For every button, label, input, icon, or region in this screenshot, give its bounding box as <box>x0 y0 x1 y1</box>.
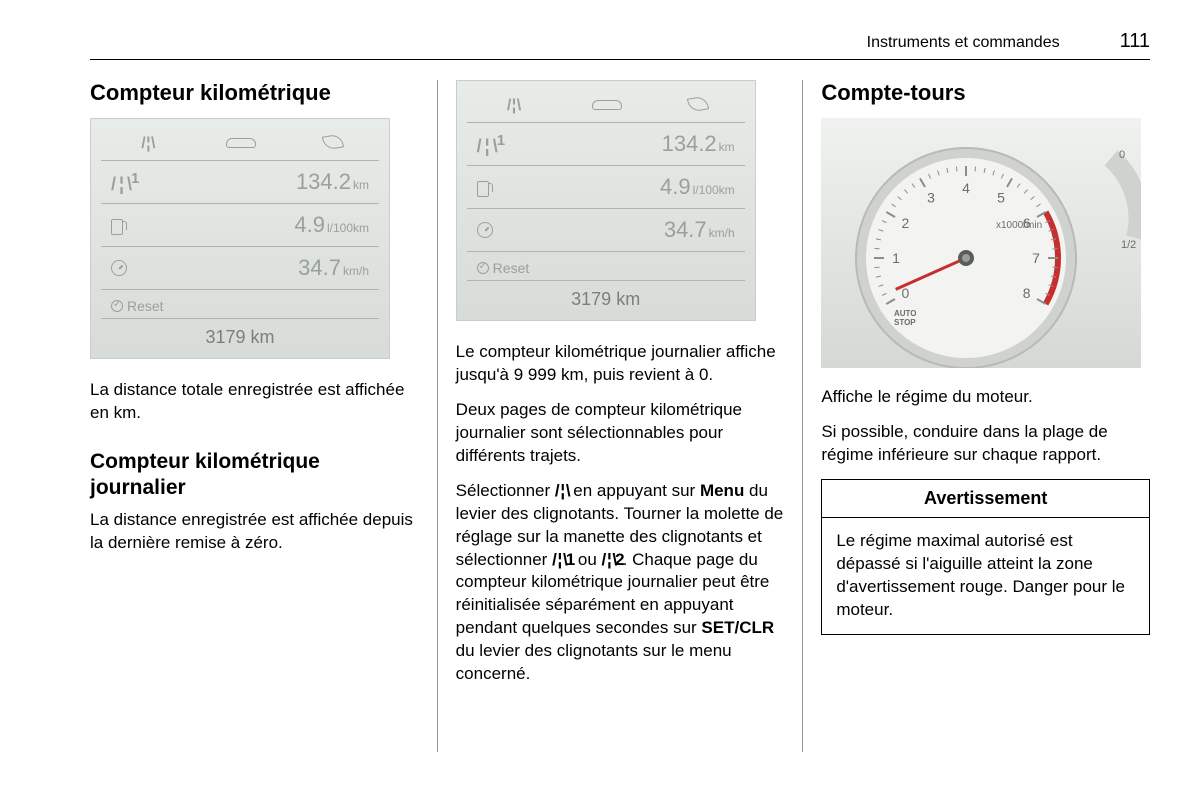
svg-text:3: 3 <box>927 189 935 205</box>
column-2: / ¦ \ / ¦ \1 134.2km 4.9l/100km 34.7km/h <box>438 80 804 752</box>
svg-text:8: 8 <box>1023 285 1031 301</box>
heading-odometer: Compteur kilométrique <box>90 80 419 106</box>
p-tacho-2: Si possible, conduire dans la plage de r… <box>821 421 1150 467</box>
heading-trip: Compteur kilométrique journalier <box>90 449 419 502</box>
speedo-icon-2 <box>477 222 493 238</box>
page-header: Instruments et commandes 111 <box>90 30 1150 60</box>
header-title: Instruments et commandes <box>867 34 1060 52</box>
lane-trip-icon: / ¦ \1 <box>111 170 138 195</box>
lcd-display-1: / ¦ \ / ¦ \1 134.2km 4.9l/100km 34.7km/h <box>90 118 390 359</box>
column-3: Compte-tours 012345678x1000/minAUTOSTOP0… <box>803 80 1150 752</box>
trip-index: 1 <box>131 170 138 187</box>
inline-lane-icon-2: / ¦ \2 <box>602 550 623 569</box>
p-col2-3: Sélectionner / ¦ \ en appuyant sur Menu … <box>456 480 785 686</box>
gauge-svg: 012345678x1000/minAUTOSTOP01/2 <box>821 118 1141 368</box>
tab-car-icon-2 <box>559 91 652 122</box>
svg-text:x1000/min: x1000/min <box>996 220 1042 231</box>
total-unit-2: km <box>616 289 640 309</box>
tab-lane-icon-2: / ¦ \ <box>467 91 560 122</box>
tab-car-icon <box>194 129 287 160</box>
column-1: Compteur kilométrique / ¦ \ / ¦ \1 134.2… <box>90 80 438 752</box>
p3-menu: Menu <box>700 481 744 500</box>
fuel-unit: l/100km <box>327 221 369 235</box>
fuel-unit-2: l/100km <box>693 183 735 197</box>
fuel-pump-icon <box>111 217 125 233</box>
fuel-value: 4.9 <box>294 212 325 237</box>
p3-d: ou <box>573 550 601 569</box>
p3-b: en appuyant sur <box>569 481 700 500</box>
svg-text:0: 0 <box>1119 149 1125 161</box>
trip-unit-2: km <box>719 140 735 154</box>
lcd2-total: 3179 km <box>467 280 745 312</box>
tab-leaf-icon <box>286 129 379 160</box>
lcd-reset: Reset <box>101 290 379 318</box>
lcd-row-fuel: 4.9l/100km <box>101 204 379 247</box>
total-unit: km <box>251 327 275 347</box>
svg-text:1/2: 1/2 <box>1121 239 1136 251</box>
lcd2-reset: Reset <box>467 252 745 280</box>
speedo-icon <box>111 260 127 276</box>
p3-setclr: SET/CLR <box>701 618 774 637</box>
svg-text:5: 5 <box>997 189 1005 205</box>
p3-a: Sélectionner <box>456 481 555 500</box>
tab-lane-icon: / ¦ \ <box>101 129 194 160</box>
speed-value-2: 34.7 <box>664 217 707 242</box>
svg-text:7: 7 <box>1032 250 1040 266</box>
inline-lane-icon-1: / ¦ \1 <box>552 550 573 569</box>
svg-text:2: 2 <box>902 215 910 231</box>
p-col2-1: Le compteur kilométrique journalier affi… <box>456 341 785 387</box>
page-number: 111 <box>1120 30 1150 53</box>
speed-unit: km/h <box>343 264 369 278</box>
svg-text:AUTO: AUTO <box>894 309 917 318</box>
trip-index-2: 1 <box>497 132 504 149</box>
check-icon <box>111 300 123 312</box>
svg-text:1: 1 <box>892 250 900 266</box>
lcd-total: 3179 km <box>101 318 379 350</box>
total-value-2: 3179 <box>571 289 611 309</box>
total-value: 3179 <box>205 327 245 347</box>
svg-text:STOP: STOP <box>894 318 916 327</box>
lane-trip-icon-2: / ¦ \1 <box>477 132 504 157</box>
fuel-pump-icon-2 <box>477 179 491 195</box>
p3-f: du levier des clignotants sur le menu co… <box>456 641 732 683</box>
lcd-tabs: / ¦ \ <box>101 129 379 161</box>
trip-value-2: 134.2 <box>662 131 717 156</box>
warning-body: Le régime maximal autorisé est dépassé s… <box>822 518 1149 634</box>
p-trip-distance: La distance enregistrée est affichée dep… <box>90 509 419 555</box>
speed-unit-2: km/h <box>709 226 735 240</box>
trip-unit: km <box>353 178 369 192</box>
inline-lane-icon: / ¦ \ <box>555 481 569 500</box>
lcd2-row-trip: / ¦ \1 134.2km <box>467 123 745 166</box>
tab-leaf-icon-2 <box>652 91 745 122</box>
tachometer-gauge: 012345678x1000/minAUTOSTOP01/2 <box>821 118 1141 368</box>
reset-label-2: Reset <box>493 260 530 276</box>
lcd2-row-fuel: 4.9l/100km <box>467 166 745 209</box>
speed-value: 34.7 <box>298 255 341 280</box>
p-col2-2: Deux pages de compteur kilométrique jour… <box>456 399 785 468</box>
trip-value: 134.2 <box>296 169 351 194</box>
reset-label: Reset <box>127 298 164 314</box>
warning-title: Avertissement <box>822 480 1149 518</box>
heading-tachometer: Compte-tours <box>821 80 1150 106</box>
warning-box: Avertissement Le régime maximal autorisé… <box>821 479 1150 635</box>
lcd-tabs-2: / ¦ \ <box>467 91 745 123</box>
columns: Compteur kilométrique / ¦ \ / ¦ \1 134.2… <box>90 80 1150 752</box>
check-icon-2 <box>477 262 489 274</box>
p-tacho-1: Affiche le régime du moteur. <box>821 386 1150 409</box>
lcd2-row-speed: 34.7km/h <box>467 209 745 252</box>
lcd-display-2: / ¦ \ / ¦ \1 134.2km 4.9l/100km 34.7km/h <box>456 80 756 321</box>
p-total-distance: La distance totale enregistrée est affic… <box>90 379 419 425</box>
page: Instruments et commandes 111 Compteur ki… <box>0 0 1200 802</box>
svg-text:4: 4 <box>962 180 970 196</box>
lcd-row-speed: 34.7km/h <box>101 247 379 290</box>
lcd-row-trip: / ¦ \1 134.2km <box>101 161 379 204</box>
fuel-value-2: 4.9 <box>660 174 691 199</box>
